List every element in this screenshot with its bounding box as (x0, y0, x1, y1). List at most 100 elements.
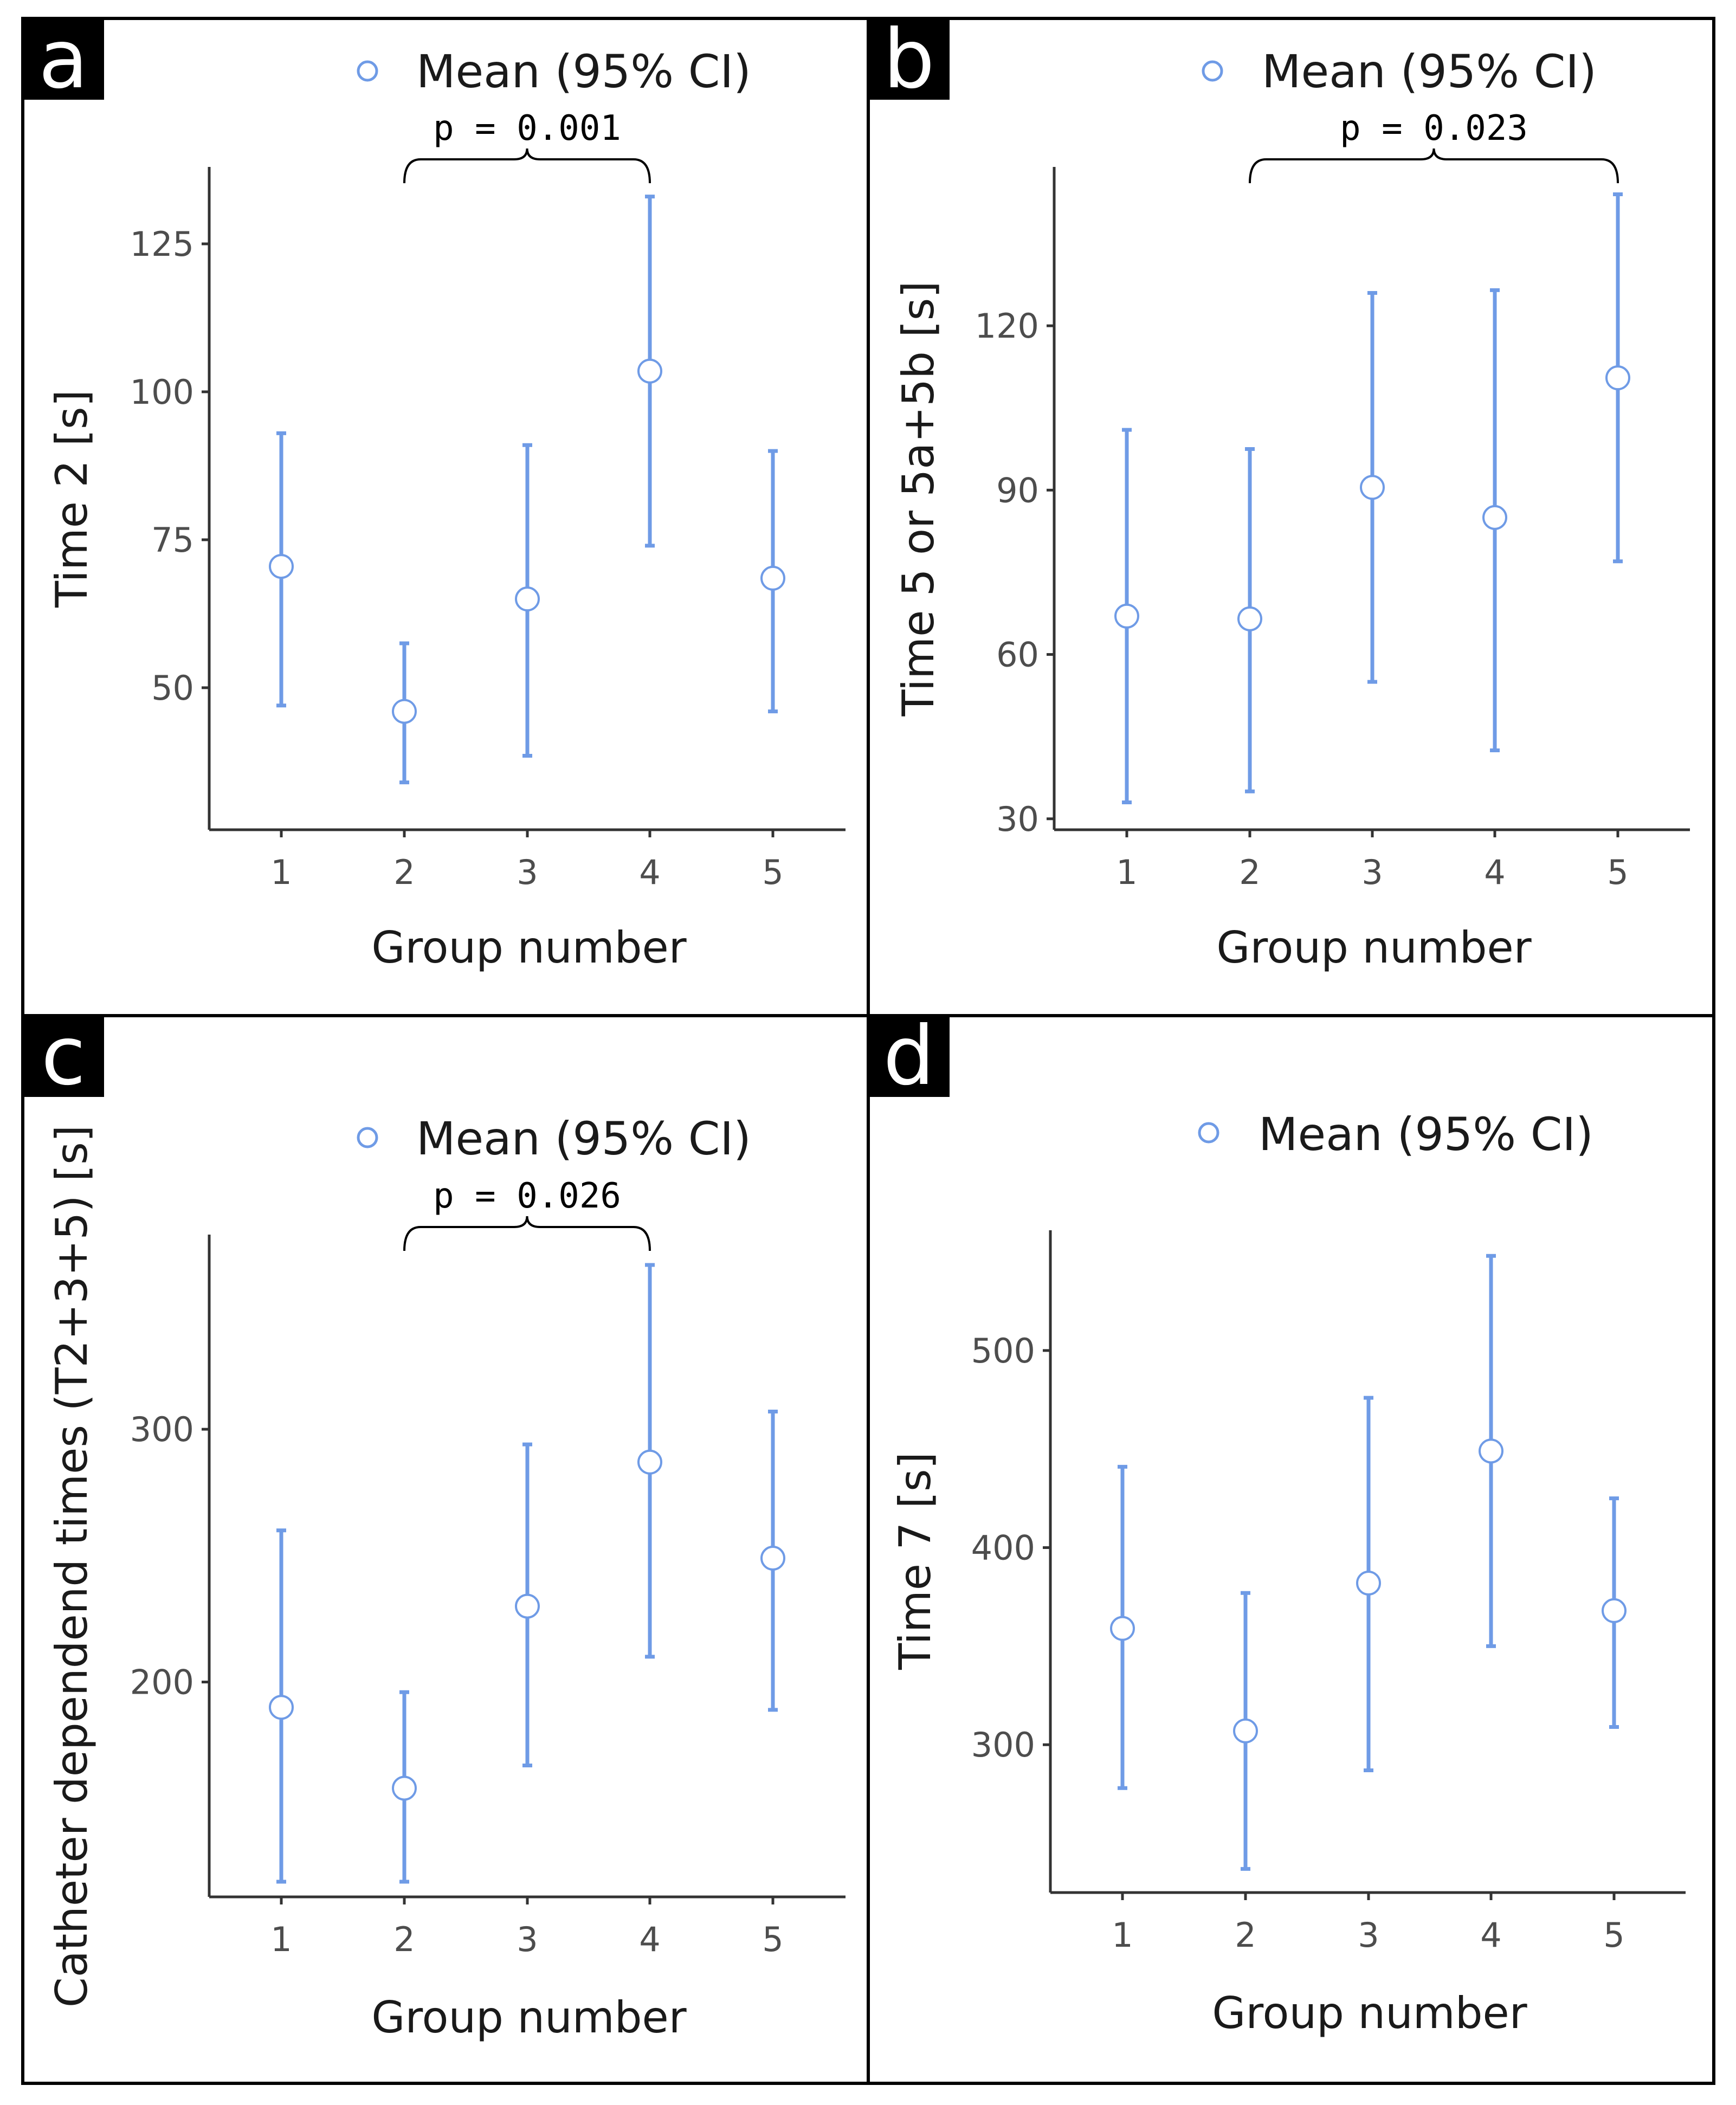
mean-point (1237, 606, 1262, 631)
significance-bracket (403, 1216, 651, 1251)
p-value-label: p = 0.001 (433, 108, 621, 148)
y-tick-label: 300 (130, 1410, 194, 1449)
data-marks (1110, 1254, 1627, 1871)
y-tick-label: 60 (996, 635, 1039, 675)
x-axis-label: Group number (1212, 1988, 1527, 2038)
y-ticks: 200 300 (130, 1410, 209, 1702)
p-value-label: p = 0.026 (433, 1176, 621, 1216)
mean-point (392, 1775, 417, 1801)
panel-c-letter-box (23, 1016, 104, 1097)
x-axis-label: Group number (371, 922, 686, 973)
x-tick-label: 3 (517, 853, 538, 892)
legend-marker-icon (1198, 1122, 1219, 1144)
legend-marker-icon (357, 60, 378, 82)
x-tick-label: 1 (1116, 853, 1137, 892)
y-ticks: 50 75 100 125 (130, 224, 209, 708)
x-axis-label: Group number (1216, 922, 1531, 973)
y-axis-label: Catheter dependend times (T2+3+5) [s] (47, 1125, 97, 2007)
x-tick-label: 2 (1235, 1915, 1256, 1955)
panel-b-letter: b (883, 12, 934, 107)
y-tick-label: 500 (971, 1331, 1035, 1371)
mean-point (637, 1449, 662, 1475)
legend-marker-icon (357, 1127, 378, 1148)
panel-a-letter-box (23, 18, 104, 100)
mean-point (1605, 365, 1630, 391)
x-tick-label: 5 (762, 1920, 783, 1959)
mean-point (515, 586, 540, 612)
mean-point (760, 565, 785, 591)
panel-c-letter: c (41, 1009, 86, 1103)
panel-d-letter: d (883, 1009, 934, 1103)
panel-d-border (867, 1014, 1715, 2085)
mean-point (1602, 1598, 1627, 1623)
x-tick-label: 5 (1607, 853, 1628, 892)
x-tick-label: 5 (762, 853, 783, 892)
p-value-label: p = 0.023 (1340, 108, 1528, 148)
panel-a: a Mean (95% CI) p = 0.001 50 75 100 125 1 2 3… (21, 12, 870, 1017)
x-axis-label: Group number (371, 1992, 686, 2043)
mean-point (1482, 505, 1507, 530)
x-tick-label: 4 (639, 853, 660, 892)
x-tick-label: 3 (1358, 1915, 1379, 1955)
x-ticks: 1 2 3 4 5 (270, 830, 784, 892)
legend-marker-icon (1202, 60, 1223, 82)
y-ticks: 30 60 90 120 (975, 306, 1054, 839)
y-tick-label: 30 (996, 799, 1039, 839)
x-tick-label: 4 (1484, 853, 1505, 892)
x-tick-label: 1 (270, 853, 292, 892)
significance-bracket (1249, 148, 1619, 184)
y-tick-label: 75 (151, 520, 194, 560)
y-axis-label: Time 2 [s] (47, 390, 97, 608)
panel-a-letter: a (38, 12, 88, 107)
data-marks (269, 195, 785, 785)
y-tick-label: 90 (996, 470, 1039, 510)
panel-d: d Mean (95% CI) 300 400 500 1 2 3 4 5 Group nu… (867, 1009, 1715, 2085)
x-tick-label: 4 (1480, 1915, 1501, 1955)
x-tick-label: 3 (1361, 853, 1383, 892)
panel-b-border (867, 17, 1715, 1017)
mean-point (1356, 1571, 1381, 1596)
mean-point (1479, 1438, 1503, 1464)
y-tick-label: 125 (130, 224, 194, 264)
y-axis-label: Time 5 or 5a+5b [s] (893, 281, 944, 717)
y-axis-label: Time 7 [s] (890, 1452, 940, 1670)
x-tick-label: 4 (639, 1920, 660, 1959)
legend-label: Mean (95% CI) (416, 45, 751, 98)
mean-point (515, 1593, 540, 1619)
y-ticks: 300 400 500 (971, 1331, 1050, 1765)
mean-point (1114, 603, 1139, 629)
x-tick-label: 1 (270, 1920, 292, 1959)
mean-point (1360, 475, 1385, 500)
y-tick-label: 100 (130, 372, 194, 412)
x-ticks: 1 2 3 4 5 (1116, 830, 1629, 892)
x-tick-label: 5 (1603, 1915, 1624, 1955)
y-tick-label: 300 (971, 1725, 1035, 1765)
significance-bracket (403, 148, 651, 184)
x-tick-label: 2 (1239, 853, 1260, 892)
panel-b: b Mean (95% CI) p = 0.023 30 60 90 120 1 2 3 4… (867, 12, 1715, 1017)
mean-point (637, 358, 662, 384)
mean-point (760, 1546, 785, 1571)
mean-point (269, 554, 294, 579)
mean-point (1233, 1718, 1258, 1744)
x-tick-label: 1 (1112, 1915, 1133, 1955)
mean-point (1110, 1616, 1135, 1641)
y-tick-label: 120 (975, 306, 1039, 346)
x-tick-label: 2 (393, 853, 415, 892)
panel-a-border (21, 17, 870, 1017)
data-marks (269, 1263, 785, 1884)
mean-point (269, 1695, 294, 1720)
panel-c: c Mean (95% CI) p = 0.026 200 300 1 2 3 4 5 G… (21, 1009, 870, 2085)
legend-label: Mean (95% CI) (1259, 1108, 1593, 1161)
legend-label: Mean (95% CI) (1262, 45, 1597, 98)
x-tick-label: 2 (393, 1920, 415, 1959)
mean-point (392, 699, 417, 724)
x-ticks: 1 2 3 4 5 (270, 1897, 784, 1959)
y-tick-label: 400 (971, 1528, 1035, 1568)
panel-d-letter-box (868, 1016, 950, 1097)
y-tick-label: 200 (130, 1663, 194, 1702)
y-tick-label: 50 (151, 668, 194, 708)
x-ticks: 1 2 3 4 5 (1112, 1893, 1625, 1955)
x-tick-label: 3 (517, 1920, 538, 1959)
